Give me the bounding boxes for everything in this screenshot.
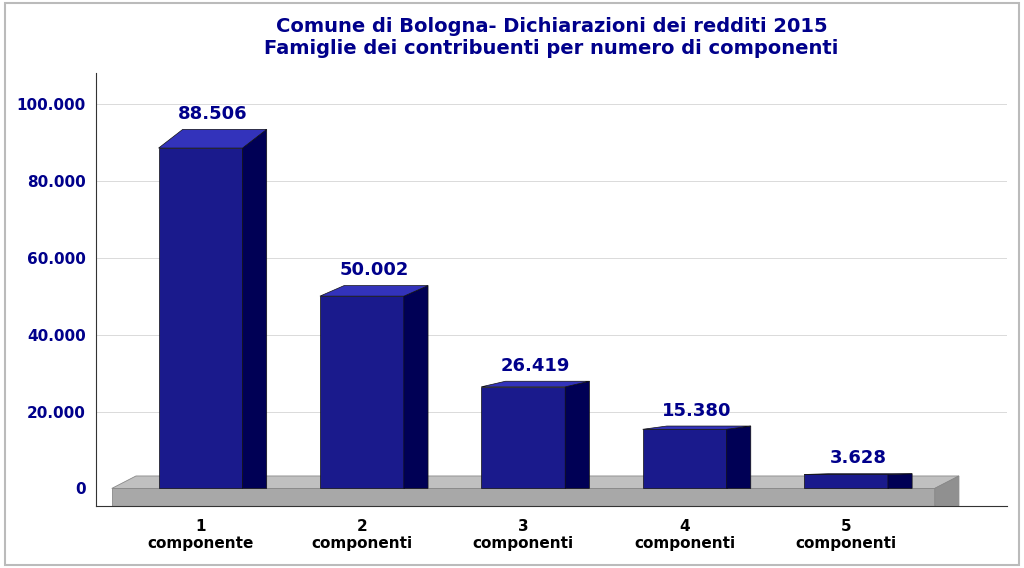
Polygon shape bbox=[727, 426, 751, 488]
Polygon shape bbox=[481, 387, 565, 488]
Polygon shape bbox=[319, 286, 428, 296]
Polygon shape bbox=[403, 286, 428, 488]
Polygon shape bbox=[319, 296, 403, 488]
Text: 3.628: 3.628 bbox=[829, 449, 887, 467]
Title: Comune di Bologna- Dichiarazioni dei redditi 2015
Famiglie dei contribuenti per : Comune di Bologna- Dichiarazioni dei red… bbox=[264, 16, 839, 58]
Polygon shape bbox=[159, 130, 266, 148]
Polygon shape bbox=[565, 381, 590, 488]
Polygon shape bbox=[112, 476, 958, 488]
Polygon shape bbox=[112, 488, 935, 506]
Polygon shape bbox=[643, 426, 751, 429]
Text: 88.506: 88.506 bbox=[178, 105, 248, 123]
Text: 26.419: 26.419 bbox=[501, 357, 570, 375]
Polygon shape bbox=[643, 429, 727, 488]
Polygon shape bbox=[159, 148, 243, 488]
Text: 50.002: 50.002 bbox=[339, 261, 409, 279]
Polygon shape bbox=[888, 474, 912, 488]
Polygon shape bbox=[804, 474, 888, 488]
Polygon shape bbox=[935, 476, 958, 506]
Polygon shape bbox=[481, 381, 590, 387]
Polygon shape bbox=[243, 130, 266, 488]
Text: 15.380: 15.380 bbox=[662, 402, 731, 420]
